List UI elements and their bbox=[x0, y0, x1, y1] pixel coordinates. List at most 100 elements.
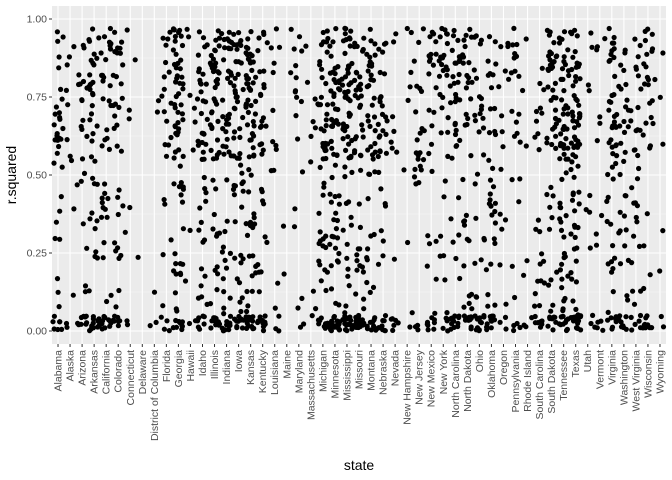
data-point bbox=[226, 149, 231, 154]
data-point bbox=[204, 82, 209, 87]
data-point bbox=[623, 82, 628, 87]
x-tick-label: Colorado bbox=[113, 350, 125, 393]
data-point bbox=[238, 316, 243, 321]
data-point bbox=[108, 26, 113, 31]
data-point bbox=[644, 52, 649, 57]
data-point bbox=[372, 96, 377, 101]
data-point bbox=[446, 115, 451, 120]
data-point bbox=[215, 77, 220, 82]
data-point bbox=[561, 298, 566, 303]
data-point bbox=[349, 223, 354, 228]
data-point bbox=[346, 96, 351, 101]
data-point bbox=[249, 173, 254, 178]
data-point bbox=[492, 241, 497, 246]
x-tick-label: Nebraska bbox=[378, 350, 390, 395]
data-point bbox=[412, 167, 417, 172]
data-point bbox=[224, 177, 229, 182]
data-point bbox=[623, 104, 628, 109]
data-point bbox=[107, 98, 112, 103]
data-point bbox=[293, 88, 298, 93]
data-point bbox=[316, 102, 321, 107]
data-point bbox=[95, 123, 100, 128]
data-point bbox=[162, 197, 167, 202]
data-point bbox=[574, 259, 579, 264]
data-point bbox=[441, 326, 446, 331]
data-point bbox=[429, 123, 434, 128]
data-point bbox=[239, 60, 244, 65]
data-point bbox=[160, 303, 165, 308]
data-point bbox=[80, 118, 85, 123]
data-point bbox=[464, 213, 469, 218]
data-point bbox=[174, 271, 179, 276]
data-point bbox=[293, 113, 298, 118]
data-point bbox=[337, 87, 342, 92]
data-point bbox=[659, 314, 664, 319]
data-point bbox=[352, 78, 357, 83]
data-point bbox=[497, 262, 502, 267]
data-point bbox=[196, 69, 201, 74]
data-point bbox=[652, 77, 657, 82]
data-point bbox=[329, 286, 334, 291]
data-point bbox=[217, 231, 222, 236]
data-point bbox=[624, 98, 629, 103]
data-point bbox=[199, 283, 204, 288]
data-point bbox=[289, 27, 294, 32]
data-point bbox=[484, 267, 489, 272]
data-point bbox=[159, 94, 164, 99]
x-tick-label: Georgia bbox=[173, 350, 185, 388]
data-point bbox=[609, 93, 614, 98]
data-point bbox=[270, 108, 275, 113]
data-point bbox=[251, 80, 256, 85]
y-tick-label: 0.00 bbox=[27, 326, 48, 338]
data-point bbox=[546, 283, 551, 288]
data-point bbox=[327, 44, 332, 49]
data-point bbox=[623, 314, 628, 319]
data-point bbox=[379, 323, 384, 328]
data-point bbox=[325, 102, 330, 107]
data-point bbox=[467, 293, 472, 298]
data-point bbox=[95, 255, 100, 260]
data-point bbox=[329, 139, 334, 144]
x-tick-label: Missouri bbox=[354, 350, 366, 389]
data-point bbox=[514, 120, 519, 125]
data-point bbox=[637, 319, 642, 324]
x-tick-label: Iowa bbox=[233, 350, 245, 372]
data-point bbox=[604, 199, 609, 204]
data-point bbox=[438, 234, 443, 239]
data-point bbox=[512, 69, 517, 74]
data-point bbox=[203, 99, 208, 104]
x-tick-label: West Virginia bbox=[630, 350, 642, 412]
data-point bbox=[562, 29, 567, 34]
data-point bbox=[261, 32, 266, 37]
data-point bbox=[273, 306, 278, 311]
data-point bbox=[174, 76, 179, 81]
data-point bbox=[482, 237, 487, 242]
data-point bbox=[380, 112, 385, 117]
data-point bbox=[181, 154, 186, 159]
data-point bbox=[221, 152, 226, 157]
data-point bbox=[618, 228, 623, 233]
data-point bbox=[535, 320, 540, 325]
data-point bbox=[468, 153, 473, 158]
data-point bbox=[171, 26, 176, 31]
data-point bbox=[55, 39, 60, 44]
data-point bbox=[248, 223, 253, 228]
data-point bbox=[174, 94, 179, 99]
data-point bbox=[590, 313, 595, 318]
data-point bbox=[638, 43, 643, 48]
data-point bbox=[559, 97, 564, 102]
data-point bbox=[347, 283, 352, 288]
data-point bbox=[79, 322, 84, 327]
data-point bbox=[328, 88, 333, 93]
data-point bbox=[605, 172, 610, 177]
data-point bbox=[212, 48, 217, 53]
data-point bbox=[633, 65, 638, 70]
data-point bbox=[433, 39, 438, 44]
data-point bbox=[487, 130, 492, 135]
data-point bbox=[594, 231, 599, 236]
data-point bbox=[256, 35, 261, 40]
data-point bbox=[572, 134, 577, 139]
data-point bbox=[492, 303, 497, 308]
data-point bbox=[341, 124, 346, 129]
data-point bbox=[203, 190, 208, 195]
